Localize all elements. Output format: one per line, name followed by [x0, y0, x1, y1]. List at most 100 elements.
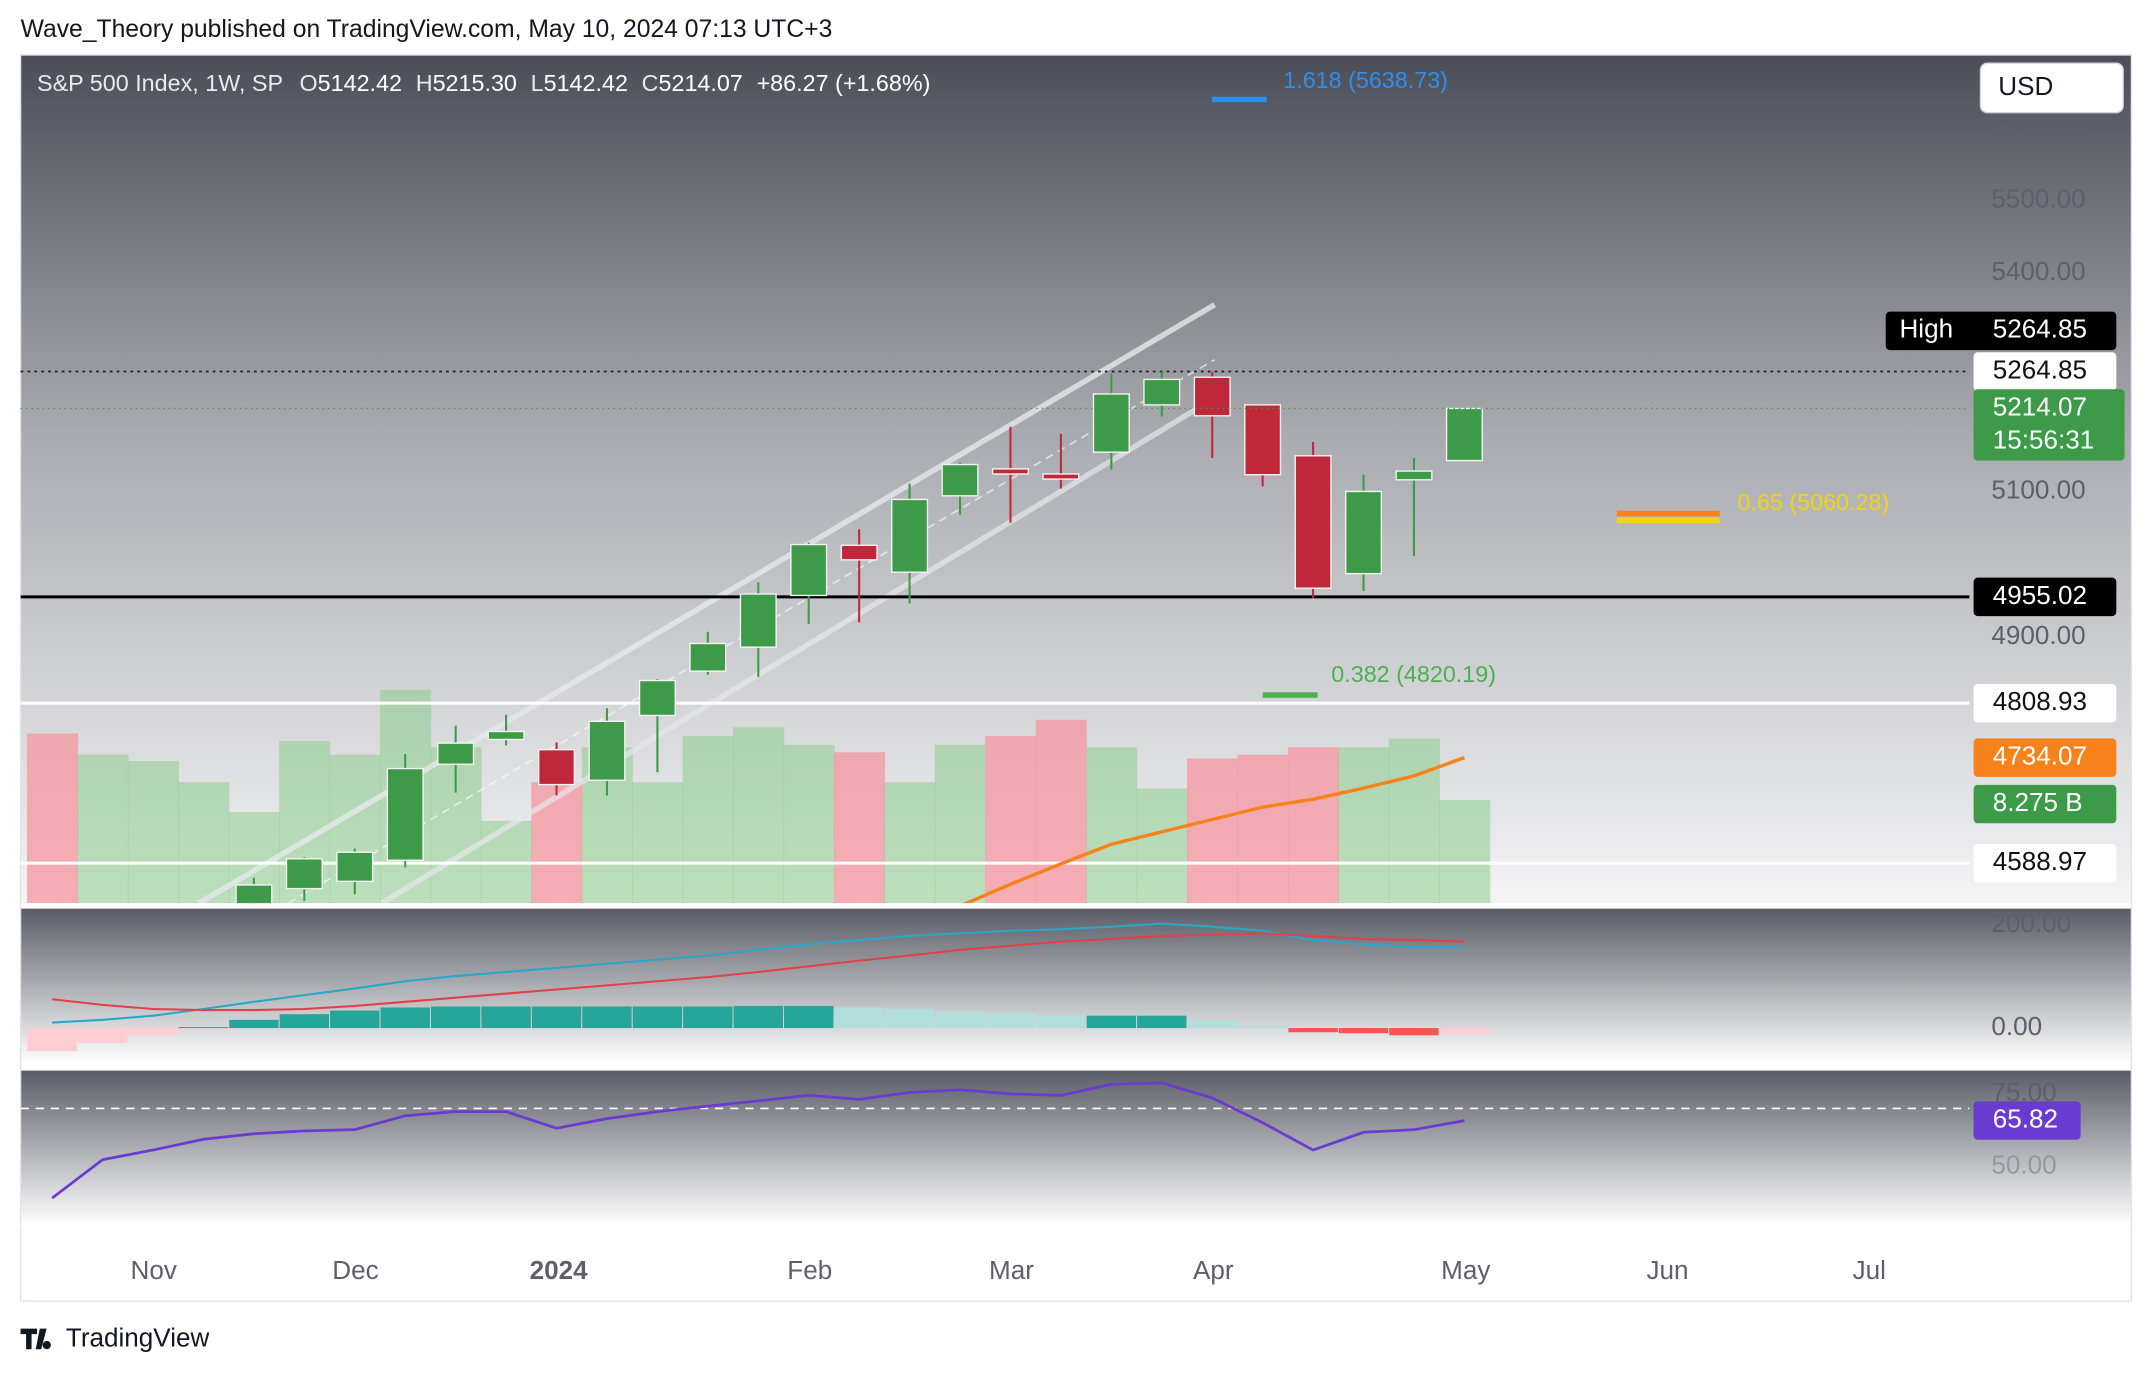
volume-column	[1237, 754, 1289, 904]
currency[interactable]: USD	[1998, 71, 2053, 101]
y-tick-label: 0.00	[1991, 1011, 2042, 1041]
histogram-bar	[531, 1006, 582, 1029]
histogram-bar	[784, 1005, 834, 1029]
candle-body	[1143, 378, 1181, 406]
price-label-box	[1973, 352, 2117, 391]
histogram-bar	[985, 1013, 1036, 1029]
x-tick-label: Jul	[1853, 1255, 1886, 1285]
histogram-bar	[330, 1010, 380, 1029]
ohlc-value: 5142.42	[544, 70, 628, 96]
y-tick-label: 5600.00	[1991, 111, 2085, 141]
volume-column	[1338, 747, 1390, 904]
histogram-bar	[935, 1011, 985, 1029]
histogram-bar	[1137, 1015, 1187, 1029]
y-tick-label: 5100.00	[1991, 474, 2085, 504]
histogram-bar	[1288, 1028, 1338, 1033]
change: +86.27 (+1.68%)	[757, 70, 931, 96]
candle-body	[1042, 473, 1080, 480]
rsi-pane	[20, 1070, 2132, 1226]
candle-body	[638, 679, 676, 717]
axes: 5600.00 5500.00 5400.00 5100.00 4900.00 Nov De…	[131, 111, 2125, 1285]
candle-body	[1445, 407, 1483, 462]
rsi-plot	[20, 1081, 1970, 1226]
histogram-bar	[178, 1027, 229, 1029]
x-tick-label: Jun	[1647, 1255, 1689, 1285]
main-plot: 1.618 (5638.73) 0.65 (5060.28) 0.382 (4820…	[20, 67, 1970, 904]
x-tick-label: Dec	[332, 1255, 378, 1285]
y-tick-label: 5500.00	[1991, 183, 2085, 213]
histogram-bar	[279, 1014, 330, 1029]
candle-body	[588, 720, 626, 781]
price-label: 4955.02	[1993, 580, 2087, 610]
candle-body	[487, 730, 525, 741]
price-label-box	[1973, 577, 2117, 617]
ohlc-value: 5214.07	[659, 70, 743, 96]
histogram-bar	[1389, 1028, 1439, 1036]
volume-column	[1439, 799, 1491, 904]
volume-column	[1287, 747, 1339, 904]
fib-label: 0.65 (5060.28)	[1738, 489, 1890, 515]
ohlc-key: O	[299, 70, 317, 96]
histogram-bar	[582, 1006, 632, 1029]
candle-body	[336, 851, 374, 883]
candle-body	[840, 544, 878, 561]
volume-column	[127, 760, 179, 904]
histogram-bar	[1338, 1028, 1389, 1034]
brand: TradingView	[66, 1322, 210, 1352]
y-tick-label: 200.00	[1991, 908, 2071, 938]
candle-body	[991, 468, 1029, 475]
candle-body	[1244, 404, 1282, 476]
x-tick-label: 2024	[530, 1255, 588, 1285]
rsi-value: 65.82	[1993, 1103, 2058, 1133]
price-label: 5264.85	[1993, 354, 2087, 384]
rsi-value-box	[1973, 1101, 2081, 1140]
candle-body	[1294, 455, 1332, 589]
histogram-bar	[733, 1005, 783, 1029]
ma-label-box	[1973, 738, 2117, 777]
frame	[19, 54, 2133, 1302]
volume-column	[833, 752, 886, 904]
volume-column	[934, 744, 986, 904]
macd-pane	[20, 908, 2132, 1064]
candle-body	[1395, 470, 1433, 481]
volume-column	[531, 782, 583, 904]
histogram-bar	[884, 1008, 935, 1029]
volume-column	[1136, 788, 1188, 904]
volume-column	[783, 744, 835, 904]
histogram-bar	[632, 1006, 683, 1029]
ohlc-key: L	[531, 70, 544, 96]
histogram-bar	[27, 1028, 77, 1052]
currency-button[interactable]	[1979, 62, 2124, 114]
histogram-bar	[1439, 1028, 1490, 1034]
volume-column	[632, 782, 684, 904]
x-tick-label: May	[1441, 1255, 1490, 1285]
volume-label: 8.275 B	[1993, 787, 2083, 817]
fib-label: 1.618 (5638.73)	[1283, 67, 1448, 93]
fib-label: 0.382 (4820.19)	[1331, 661, 1496, 687]
rsi-line	[51, 1081, 1465, 1200]
brand-logo	[20, 1328, 51, 1350]
candle-body	[1092, 393, 1130, 453]
histogram-bar	[1237, 1025, 1288, 1029]
candle-body	[1344, 490, 1383, 575]
histogram-bar	[1036, 1015, 1086, 1029]
histogram-bar	[380, 1007, 430, 1029]
histogram-bar	[77, 1028, 128, 1043]
x-tick-label: Apr	[1193, 1255, 1234, 1285]
macd-line	[52, 922, 1465, 1024]
candle-body	[891, 498, 929, 573]
candle-body	[285, 858, 323, 890]
histogram-bar	[1086, 1015, 1137, 1029]
y-tick-label: 50.00	[1991, 1150, 2056, 1180]
price-label: 4588.97	[1993, 846, 2087, 876]
candle-body	[739, 593, 777, 648]
histogram-bar	[834, 1007, 884, 1029]
signal-line	[52, 932, 1465, 1012]
volume-column	[178, 782, 230, 904]
volume-column	[733, 727, 785, 904]
histogram-bar	[430, 1006, 481, 1029]
candle-body	[790, 543, 828, 597]
candle-body	[386, 767, 424, 861]
x-tick-label: Feb	[787, 1255, 832, 1285]
